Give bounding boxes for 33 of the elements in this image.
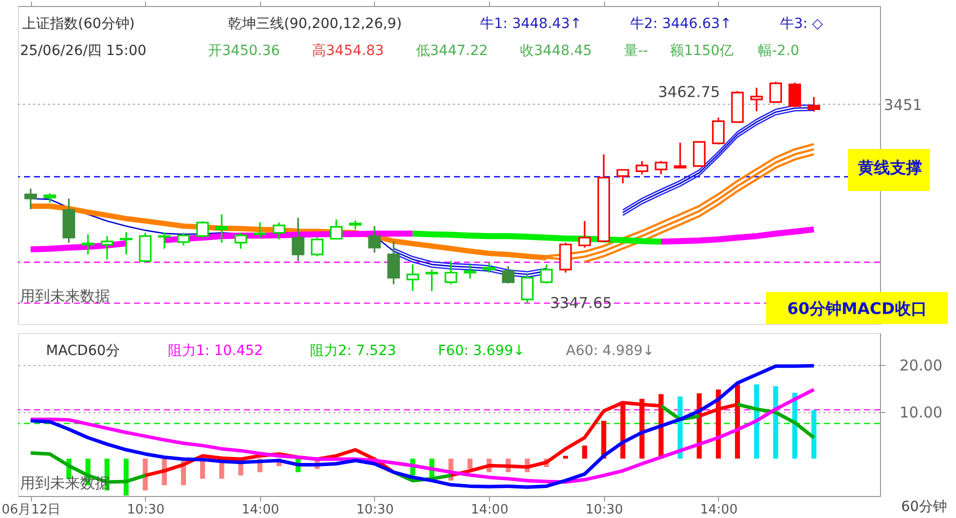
annotation: 阻力1: 10.452 bbox=[168, 343, 264, 359]
annotation: 阻力2: 7.523 bbox=[310, 343, 396, 359]
text: 幅-2.0 bbox=[758, 43, 800, 59]
annotation: 3462.75 bbox=[658, 83, 720, 101]
text: 量-- bbox=[624, 43, 648, 59]
text: 3451 bbox=[884, 96, 922, 114]
text: 牛1: 3448.43↑ bbox=[480, 16, 582, 32]
x-tick-label: 14:00 bbox=[242, 502, 280, 518]
text: 乾坤三线(90,200,12,26,9) bbox=[228, 16, 402, 32]
text: 高3454.83 bbox=[312, 43, 384, 59]
text: 25/06/26/四 15:00 bbox=[20, 43, 146, 59]
text: 牛2: 3446.63↑ bbox=[630, 16, 732, 32]
x-tick-label: 10:30 bbox=[127, 502, 164, 518]
x-tick-label: 14:00 bbox=[470, 502, 508, 518]
x-tick-label: 10:30 bbox=[356, 502, 394, 518]
text: 开3450.36 bbox=[208, 43, 280, 59]
x-tick-label: 10:30 bbox=[586, 502, 623, 518]
text: 黄线支撑 bbox=[857, 158, 922, 177]
x-tick-label: 14:00 bbox=[700, 502, 738, 518]
text: 收3448.45 bbox=[520, 43, 592, 59]
annotation: F60: 3.699↓ bbox=[438, 343, 525, 359]
text: 60分钟 bbox=[901, 499, 947, 515]
y-tick-label: 20.00 bbox=[900, 356, 942, 375]
text: 低3447.22 bbox=[416, 43, 488, 59]
text: 额1150亿 bbox=[670, 43, 734, 59]
text: 牛3: ◇ bbox=[780, 16, 824, 32]
y-tick-label: 10.00 bbox=[900, 403, 942, 422]
text: MACD60分 bbox=[46, 343, 120, 359]
annotation: 用到未来数据 bbox=[20, 287, 110, 305]
annotation: A60: 4.989↓ bbox=[566, 343, 654, 359]
x-tick-label: 06月12日 bbox=[2, 502, 61, 518]
annotation: 60分钟MACD收口 bbox=[787, 299, 927, 318]
chart-title: 上证指数(60分钟) bbox=[22, 16, 135, 32]
